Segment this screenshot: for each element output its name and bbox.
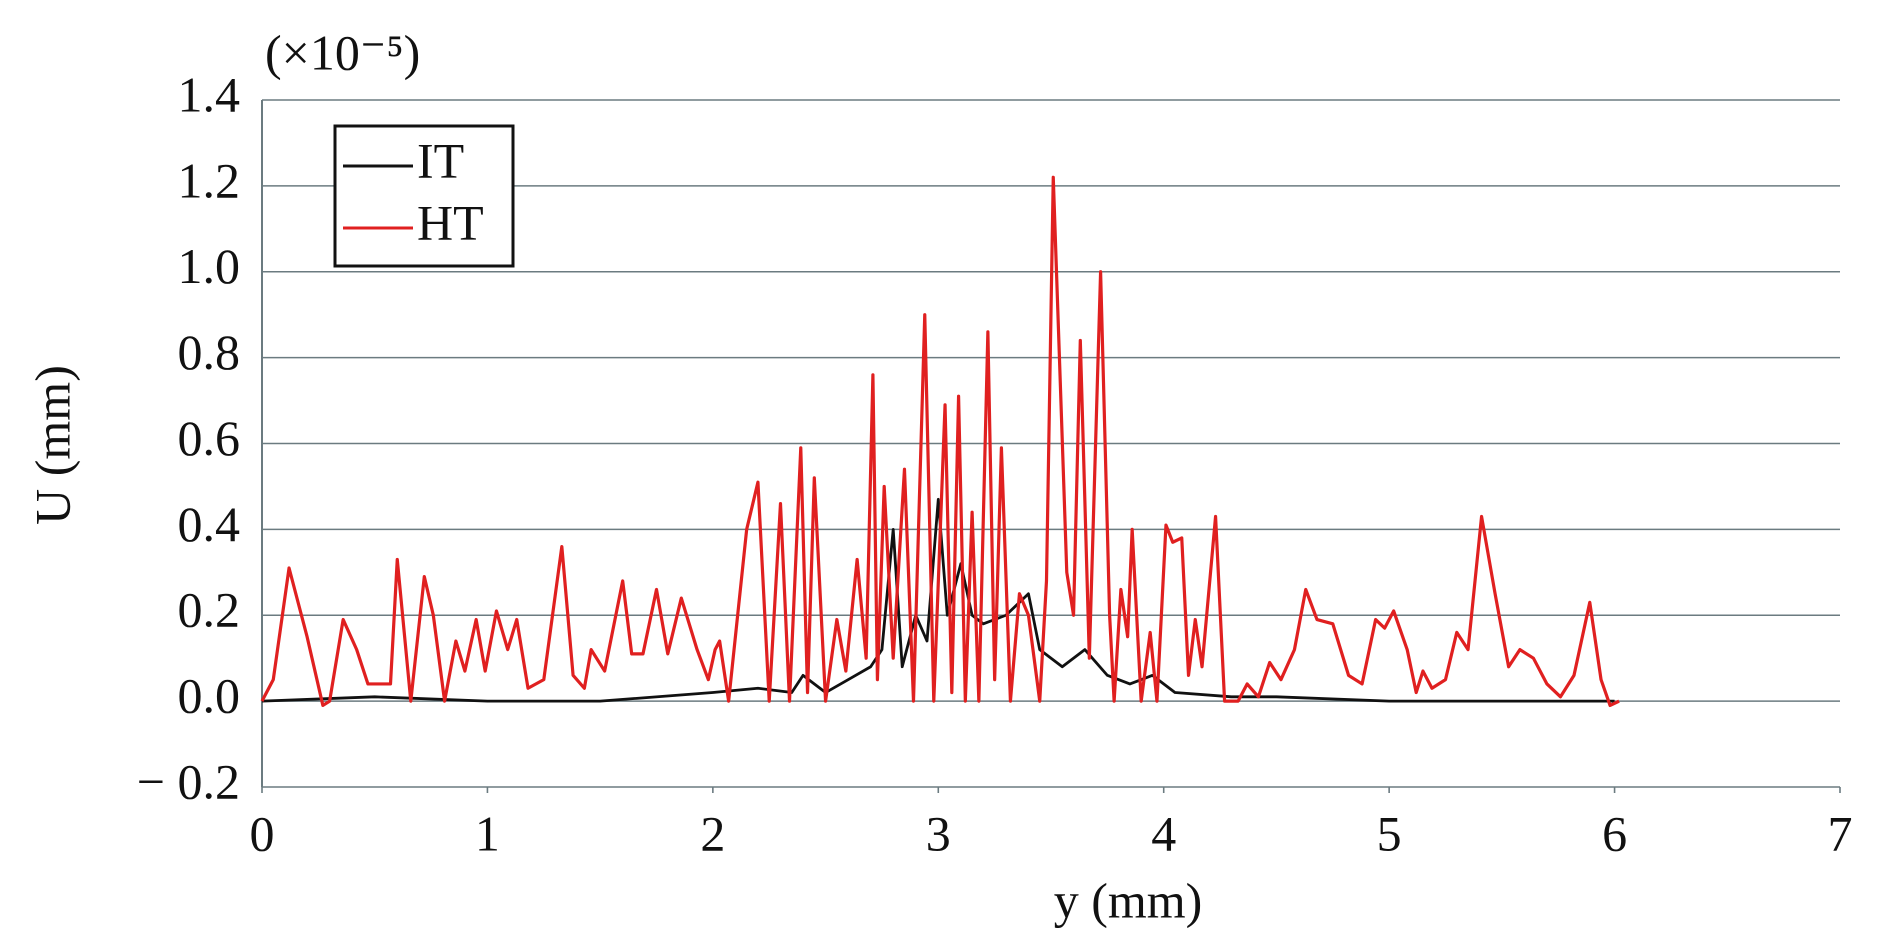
y-tick-label: 1.2 [178, 152, 241, 208]
y-tick-label: 1.4 [178, 66, 241, 122]
y-tick-label: 0.8 [178, 324, 241, 380]
series-line [261, 497, 1615, 703]
y-tick-label: 0.6 [178, 410, 241, 466]
y-tick-label: 0.4 [178, 496, 241, 552]
y-tick-label: − 0.2 [137, 753, 240, 809]
x-axis-label: y (mm) [1054, 872, 1203, 928]
annotation: (×10⁻⁵) [265, 24, 420, 80]
legend-label: HT [417, 194, 484, 250]
x-tick-label: 1 [475, 805, 500, 861]
y-tick-label: 0.2 [178, 582, 241, 638]
y-axis-label: U (mm) [24, 365, 80, 525]
series-line [260, 175, 1620, 708]
x-tick-label: 7 [1828, 805, 1853, 861]
x-tick-label: 4 [1151, 805, 1176, 861]
x-tick-label: 0 [250, 805, 275, 861]
y-tick-label: 0.0 [178, 668, 241, 724]
x-tick-label: 5 [1377, 805, 1402, 861]
legend-label: IT [417, 132, 464, 188]
y-tick-label: 1.0 [178, 238, 241, 294]
x-tick-label: 3 [926, 805, 951, 861]
x-tick-label: 6 [1602, 805, 1627, 861]
legend-box [333, 124, 515, 268]
x-tick-label: 2 [700, 805, 725, 861]
